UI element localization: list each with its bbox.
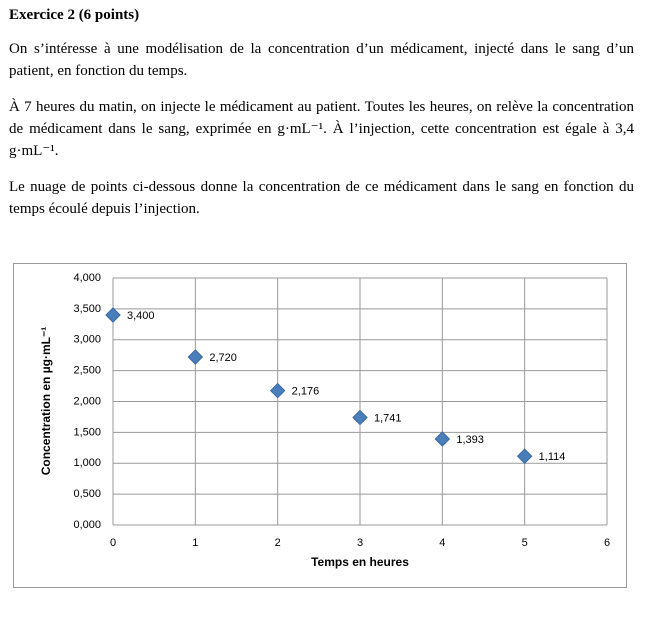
data-label: 2,176	[292, 386, 320, 398]
x-tick-label: 0	[110, 537, 116, 549]
y-tick-label: 2,000	[73, 395, 101, 407]
exercise-title: Exercice 2 (6 points)	[9, 7, 140, 23]
data-point	[352, 409, 368, 426]
chart: Concentration en µg·mL⁻¹ Temps en heures…	[13, 263, 627, 588]
y-tick-label: 0,500	[73, 488, 101, 500]
data-label: 3,400	[127, 310, 155, 322]
chart-frame	[13, 263, 627, 588]
y-tick-label: 1,500	[73, 426, 101, 438]
x-axis-label: Temps en heures	[311, 555, 409, 569]
data-point	[187, 349, 204, 365]
data-label: 1,741	[374, 412, 402, 424]
data-point	[269, 382, 286, 399]
data-label: 1,114	[539, 451, 566, 463]
y-tick-label: 4,000	[73, 272, 101, 284]
document: Exercice 2 (6 points) On s’intéresse à u…	[9, 4, 634, 234]
x-tick-label: 6	[604, 537, 610, 549]
paragraph: Le nuage de points ci-dessous donne la c…	[9, 179, 634, 217]
y-tick-label: 3,000	[73, 334, 101, 346]
data-point	[516, 448, 533, 464]
x-tick-label: 3	[357, 537, 363, 549]
y-tick-label: 3,500	[73, 303, 101, 315]
y-axis-label: Concentration en µg·mL⁻¹	[39, 327, 53, 476]
paragraph: À 7 heures du matin, on injecte le médic…	[9, 99, 634, 159]
x-tick-label: 4	[439, 537, 445, 549]
data-point	[434, 431, 451, 447]
x-tick-label: 2	[275, 537, 281, 549]
y-tick-label: 1,000	[73, 457, 101, 469]
x-tick-label: 1	[192, 537, 198, 549]
y-tick-label: 0,000	[73, 519, 101, 531]
x-tick-label: 5	[522, 537, 528, 549]
data-label: 1,393	[456, 434, 484, 446]
y-tick-label: 2,500	[73, 365, 101, 377]
paragraph: On s’intéresse à une modélisation de la …	[9, 41, 634, 79]
data-label: 2,720	[209, 352, 237, 364]
data-point	[105, 307, 121, 323]
